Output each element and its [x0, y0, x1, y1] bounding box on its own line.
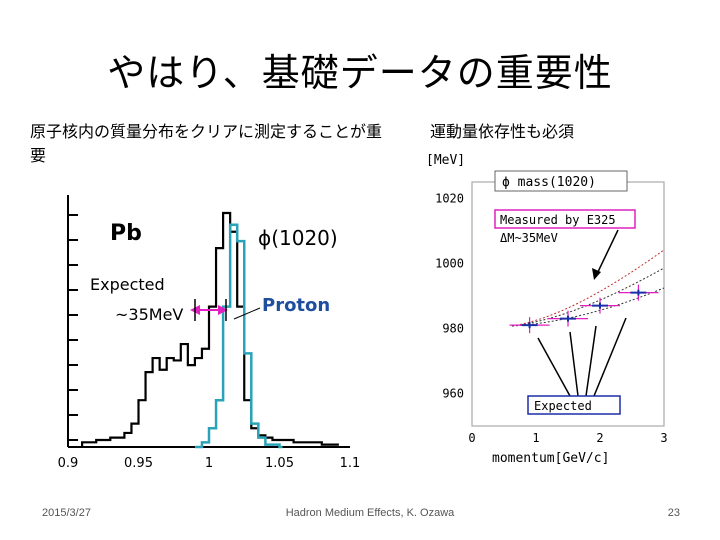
right-x-tick-label: 1	[532, 431, 539, 445]
measured-arrowhead-icon	[592, 268, 601, 280]
right-x-tick-label: 3	[660, 431, 667, 445]
right-plot: [MeV] ϕ mass(1020) Measured by E325 ΔM~3…	[426, 153, 668, 466]
expected-arrow-3	[585, 325, 597, 397]
right-y-tick-label: 1000	[435, 256, 464, 270]
right-y-tick-labels: 1020 1000 980 960	[435, 191, 464, 400]
expected-label: Expected	[90, 275, 165, 294]
right-y-tick-label: 960	[442, 386, 464, 400]
phi-label: ϕ(1020)	[258, 226, 338, 250]
left-x-tick-label: 1.1	[340, 456, 361, 471]
shift-label: ~35MeV	[115, 305, 183, 324]
phi-legend-box	[494, 170, 628, 192]
theory-curve-3	[511, 287, 665, 327]
right-y-tick-label: 1020	[435, 191, 464, 205]
footer-date: 2015/3/27	[42, 507, 91, 519]
left-histogram: Pb ϕ(1020) Expected ~35MeV Proton 0.9 0.9…	[58, 195, 361, 471]
expected-legend-box	[527, 395, 621, 415]
measured-legend: Measured by E325	[500, 213, 616, 227]
expected-arrow-1	[537, 337, 571, 397]
shift-arrow-right-icon	[218, 305, 228, 315]
right-x-tick-label: 2	[596, 431, 603, 445]
pb-label: Pb	[110, 221, 142, 246]
right-x-tick-labels: 0 1 2 3	[468, 431, 667, 445]
left-x-tick-label: 0.9	[58, 456, 79, 471]
expected-arrow-4	[593, 317, 627, 397]
footer-page-number: 23	[667, 507, 680, 519]
right-y-tick-label: 980	[442, 321, 464, 335]
right-x-tick-label: 0	[468, 431, 475, 445]
right-ylabel: [MeV]	[426, 153, 465, 168]
left-x-tick-label: 1	[205, 456, 213, 471]
expected-arrow-2	[569, 331, 579, 397]
left-description: 原子核内の質量分布をクリアに測定することが重要	[30, 122, 383, 165]
proton-label: Proton	[262, 295, 330, 316]
phi-legend: ϕ mass(1020)	[502, 175, 596, 190]
measured-arrow	[595, 229, 619, 277]
left-x-tick-labels: 0.9 0.95 1 1.05 1.1	[58, 456, 361, 471]
data-points	[509, 284, 659, 334]
measured-legend-box	[494, 209, 636, 229]
right-description: 運動量依存性も必須	[430, 122, 575, 141]
pb-histogram-line	[81, 211, 339, 447]
expected-legend: Expected	[534, 399, 592, 413]
left-x-tick-label: 1.05	[265, 456, 294, 471]
page-title: やはり、基礎データの重要性	[107, 51, 613, 95]
proton-histogram-line	[194, 223, 283, 449]
left-x-tick-label: 0.95	[124, 456, 153, 471]
proton-arrow	[233, 307, 261, 320]
right-xlabel: momentum[GeV/c]	[492, 451, 609, 466]
shift-legend: ΔM~35MeV	[500, 231, 558, 245]
theory-curve-2	[511, 249, 665, 327]
footer-center: Hadron Medium Effects, K. Ozawa	[285, 507, 455, 519]
